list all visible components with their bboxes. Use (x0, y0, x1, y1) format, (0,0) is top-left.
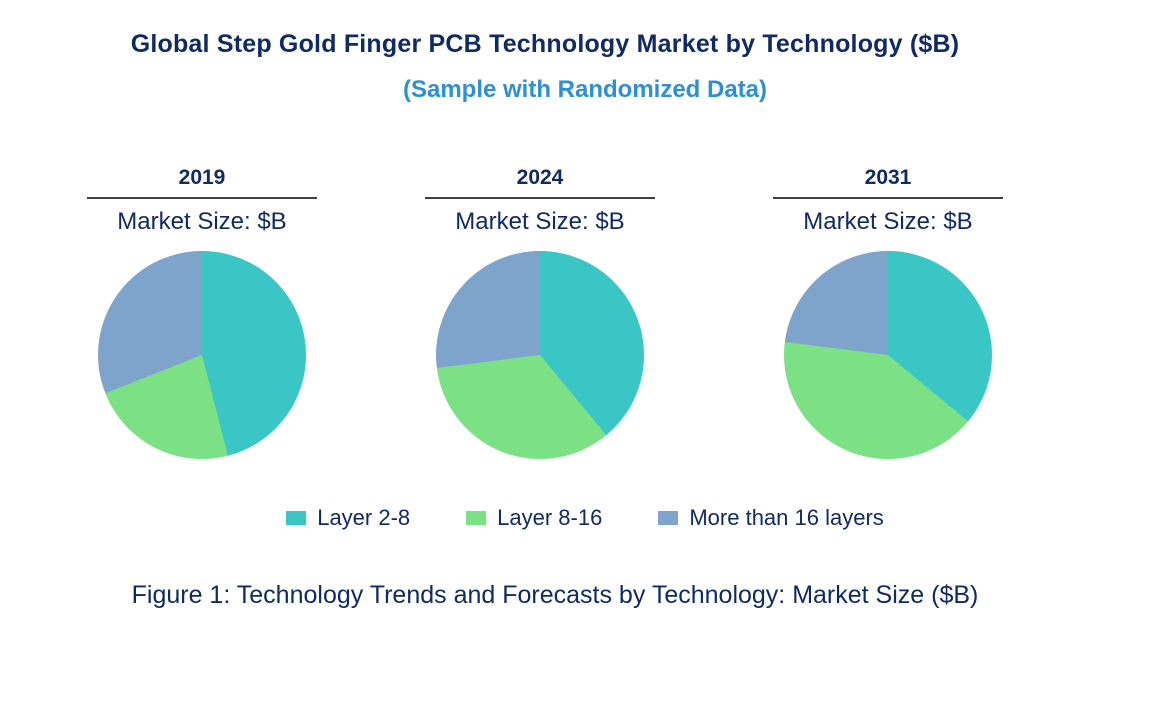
legend-label-layer-2-8: Layer 2-8 (317, 505, 411, 530)
pie-2024 (436, 251, 644, 459)
year-label-2024: 2024 (425, 166, 655, 199)
legend-swatch-more-than-16 (658, 511, 679, 525)
figure-subtitle: (Sample with Randomized Data) (402, 76, 768, 103)
market-size-label-2024: Market Size: $B (455, 208, 625, 235)
legend-item-more-than-16: More than 16 layers (658, 505, 884, 531)
figure-title: Global Step Gold Finger PCB Technology M… (130, 30, 960, 58)
year-label-2031: 2031 (773, 166, 1003, 199)
pie-2019 (98, 251, 306, 459)
legend-swatch-layer-8-16 (466, 511, 487, 525)
legend-label-more-than-16: More than 16 layers (689, 505, 884, 530)
pie-chart-column-2031: 2031 Market Size: $B (773, 166, 1003, 459)
market-size-label-2019: Market Size: $B (117, 208, 287, 235)
year-label-2019: 2019 (87, 166, 317, 199)
pie-chart-column-2019: 2019 Market Size: $B (87, 166, 317, 459)
legend-item-layer-2-8: Layer 2-8 (286, 505, 410, 531)
pie-2031 (784, 251, 992, 459)
legend: Layer 2-8 Layer 8-16 More than 16 layers (0, 505, 1170, 531)
legend-label-layer-8-16: Layer 8-16 (497, 505, 603, 530)
pie-chart-column-2024: 2024 Market Size: $B (425, 166, 655, 459)
legend-swatch-layer-2-8 (286, 511, 307, 525)
legend-item-layer-8-16: Layer 8-16 (466, 505, 602, 531)
figure-caption: Figure 1: Technology Trends and Forecast… (131, 581, 979, 609)
market-size-label-2031: Market Size: $B (803, 208, 973, 235)
